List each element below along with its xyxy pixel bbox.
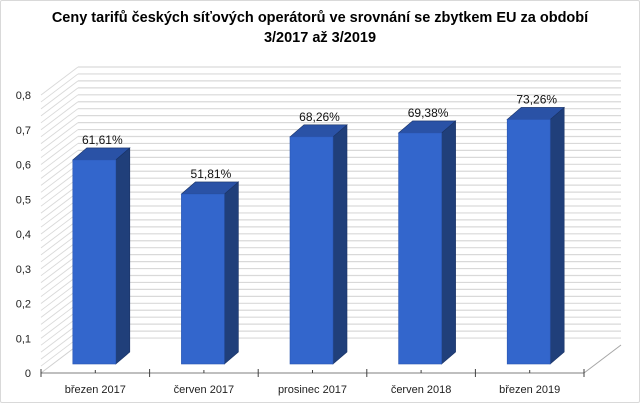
data-label: 51,81%: [191, 167, 232, 181]
x-tick-label: prosinec 2017: [278, 384, 347, 396]
gridline-side: [40, 275, 79, 304]
gridline-side: [40, 122, 79, 151]
gridline-side: [40, 163, 79, 193]
gridline-side: [40, 240, 79, 270]
data-label: 61,61%: [82, 133, 123, 147]
gridline-side: [40, 330, 79, 360]
gridline-side: [40, 289, 79, 318]
y-tick-label: 0,4: [16, 229, 31, 241]
gridline-side: [40, 323, 79, 353]
x-tick-label: březen 2017: [65, 384, 126, 396]
chart-axes: [40, 369, 585, 377]
floor-edge-right: [583, 344, 622, 374]
y-tick-label: 0,5: [16, 194, 31, 206]
gridline-side: [40, 184, 79, 214]
gridline-side: [40, 219, 79, 249]
bar-side: [224, 181, 239, 365]
bar: [506, 119, 551, 365]
chart-title-line-2: 3/2017 až 3/2019: [263, 30, 377, 46]
bar-side: [115, 147, 131, 365]
gridline-side: [40, 129, 79, 158]
gridline-side: [40, 115, 79, 145]
y-tick-label: 0,8: [16, 90, 31, 102]
gridline-side: [40, 309, 79, 339]
gridline-side: [40, 94, 79, 124]
y-tick-label: 0,7: [16, 125, 31, 137]
data-label: 73,26%: [516, 92, 557, 106]
y-tick-label: 0,1: [16, 333, 31, 345]
gridline-side: [40, 66, 79, 96]
gridline-side: [40, 268, 79, 297]
bar: [289, 136, 334, 365]
chart-bars: [71, 106, 566, 365]
gridline-side: [40, 254, 79, 284]
bar-side: [332, 124, 348, 365]
gridline-side: [40, 295, 79, 325]
gridline-side: [40, 233, 79, 263]
gridline-side: [40, 198, 79, 228]
bar: [398, 132, 442, 365]
floor-edge-left: [40, 344, 79, 374]
gridline-side: [40, 191, 79, 221]
data-label: 69,38%: [408, 106, 449, 120]
gridline-side: [40, 205, 79, 235]
gridline-side: [40, 282, 79, 311]
gridline-side: [40, 87, 79, 117]
gridline-side: [40, 156, 79, 186]
y-tick-label: 0,3: [16, 264, 31, 276]
gridline-side: [40, 80, 79, 110]
gridline-side: [40, 212, 79, 242]
gridline-side: [40, 73, 79, 103]
chart-title-line-1: Ceny tarifů českých síťových operátorů v…: [51, 10, 589, 26]
gridline-side: [40, 150, 79, 179]
gridline-side: [40, 177, 79, 207]
gridline-side: [40, 261, 79, 290]
gridline-side: [40, 170, 79, 200]
bar: [181, 193, 225, 365]
gridline-side: [40, 143, 79, 172]
gridline-side: [40, 108, 79, 138]
gridline-side: [40, 302, 79, 332]
gridline-side: [40, 337, 79, 367]
bar-side: [549, 106, 565, 365]
y-tick-label: 0,6: [16, 160, 31, 172]
gridline-side: [40, 136, 79, 165]
y-tick-label: 0: [25, 368, 31, 380]
x-tick-label: březen 2019: [499, 384, 560, 396]
x-tick-label: červen 2017: [174, 384, 235, 396]
bar: [72, 159, 117, 365]
bar-side: [441, 120, 456, 365]
y-tick-label: 0,2: [16, 299, 31, 311]
gridline-side: [40, 316, 79, 346]
gridline-side: [40, 226, 79, 256]
gridline-side: [40, 101, 79, 131]
data-label: 68,26%: [299, 110, 340, 124]
x-tick-label: červen 2018: [391, 384, 452, 396]
chart-title: Ceny tarifů českých síťových operátorů v…: [0, 8, 640, 48]
chart-labels: březen 2017 červen 2017 prosinec 2017 červe…: [16, 90, 561, 396]
gridline-side: [40, 247, 79, 277]
